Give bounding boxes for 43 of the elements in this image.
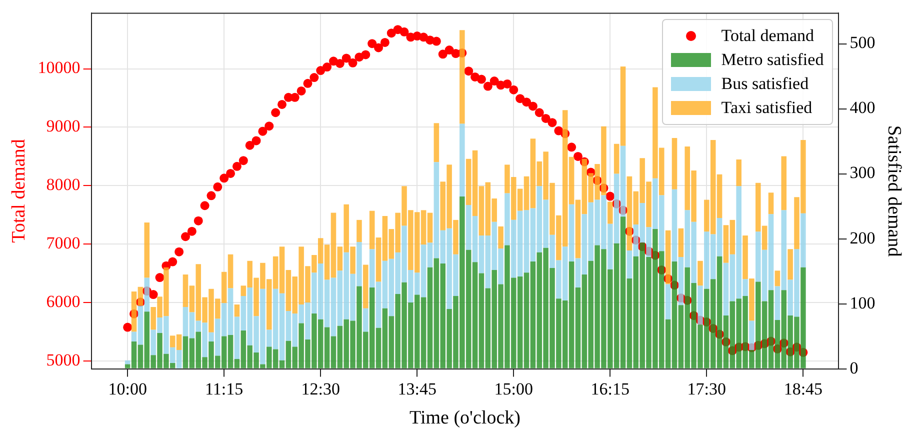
x-tick-label: 18:45 bbox=[784, 379, 823, 398]
x-tick-label: 11:15 bbox=[205, 379, 244, 398]
x-tick-label: 12:30 bbox=[301, 379, 340, 398]
bar bbox=[672, 138, 678, 190]
bar bbox=[234, 304, 240, 317]
bar bbox=[781, 156, 787, 210]
y-axis-title: Total demand bbox=[8, 138, 30, 243]
bar bbox=[144, 222, 150, 278]
bar bbox=[736, 159, 742, 186]
legend-label: Metro satisfied bbox=[721, 49, 824, 72]
y2-tick-label: 0 bbox=[850, 358, 858, 378]
y-tick-label: 8000 bbox=[46, 175, 80, 194]
y2-tick-label: 400 bbox=[850, 98, 876, 118]
bar bbox=[678, 228, 684, 257]
bar bbox=[698, 260, 703, 286]
y-tick-label: 10000 bbox=[38, 58, 80, 78]
x-tick-label: 16:15 bbox=[590, 379, 630, 398]
x-axis-title: Time (o'clock) bbox=[410, 408, 520, 429]
y-tick-label: 5000 bbox=[46, 350, 80, 370]
y2-tick-label: 100 bbox=[850, 293, 876, 312]
y2-tick-label: 500 bbox=[850, 33, 876, 52]
y-tick-label: 7000 bbox=[46, 234, 80, 253]
bar bbox=[788, 249, 793, 280]
x-tick-label: 10:00 bbox=[108, 379, 147, 398]
bar bbox=[434, 123, 440, 162]
legend-label: Total demand bbox=[721, 25, 814, 48]
y2-tick-label: 300 bbox=[850, 163, 876, 182]
y-tick-label: 6000 bbox=[46, 292, 80, 312]
y-tick-label: 9000 bbox=[46, 116, 80, 136]
legend-label: Taxi satisfied bbox=[721, 97, 812, 120]
bar bbox=[768, 192, 774, 214]
x-tick-label: 15:00 bbox=[494, 379, 534, 398]
y2-tick-label: 200 bbox=[850, 228, 876, 248]
bar bbox=[363, 264, 368, 308]
bar bbox=[460, 124, 465, 197]
y2-axis-title: Satisfied demand bbox=[884, 125, 905, 258]
x-tick-label: 13:45 bbox=[398, 379, 436, 398]
bar bbox=[356, 220, 362, 242]
bar bbox=[774, 270, 780, 286]
bar bbox=[363, 308, 368, 332]
bar bbox=[498, 226, 504, 249]
legend-label: Bus satisfied bbox=[721, 73, 809, 96]
x-tick-label: 17:30 bbox=[687, 379, 726, 398]
